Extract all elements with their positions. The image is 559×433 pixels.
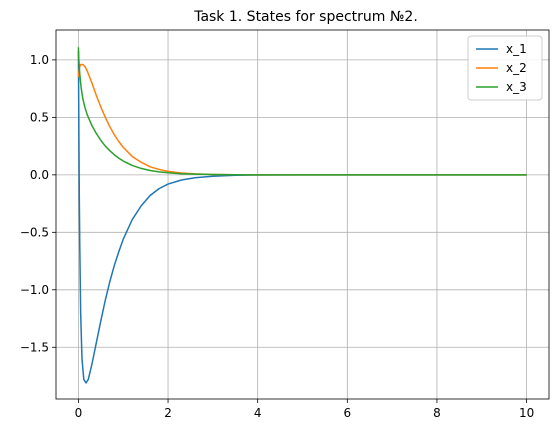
plot-series [77, 47, 527, 384]
legend-label: x_3 [506, 80, 527, 94]
plot-frame [55, 29, 550, 400]
y-axis: 1.0 0.5 0.0 −0.5 −1.0 −1.5 [20, 53, 56, 354]
y-tick-label: −1.5 [20, 340, 49, 354]
y-tick-label: −0.5 [20, 225, 49, 239]
x-tick-label: 4 [254, 406, 262, 420]
x-tick-label: 8 [433, 406, 441, 420]
y-tick-label: 0.5 [30, 110, 49, 124]
y-tick-label: 1.0 [30, 53, 49, 67]
x-tick-label: 6 [343, 406, 351, 420]
legend-box [467, 35, 543, 101]
series-line-x1 [77, 50, 527, 384]
legend-label: x_2 [506, 61, 527, 75]
legend-label: x_1 [506, 42, 527, 56]
y-tick-label: 0.0 [30, 168, 49, 182]
y-tick-label: −1.0 [20, 283, 49, 297]
x-tick-label: 2 [164, 406, 172, 420]
legend: x_1 x_2 x_3 [467, 35, 543, 101]
x-axis: 0 2 4 6 8 10 [75, 399, 534, 420]
series-line-x2 [77, 63, 527, 176]
x-tick-label: 10 [519, 406, 534, 420]
chart-title: Task 1. States for spectrum №2. [193, 9, 418, 25]
series-line-x3 [77, 47, 527, 176]
x-tick-label: 0 [75, 406, 83, 420]
